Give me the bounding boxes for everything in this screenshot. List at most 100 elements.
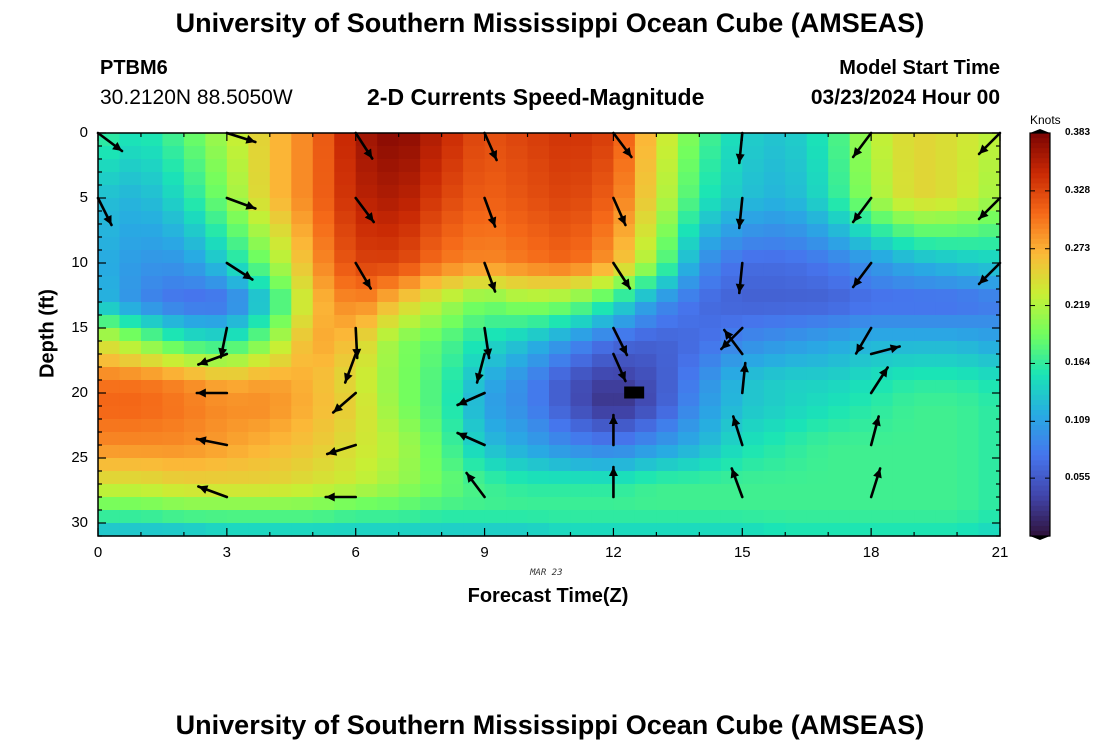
heatmap-cell [269,198,292,212]
heatmap-cell [591,328,615,342]
heatmap-cell [935,159,958,173]
heatmap-cell [248,315,271,329]
heatmap-cell [957,289,980,303]
heatmap-cell [935,328,958,342]
current-vector-arrow [851,261,873,289]
heatmap-cell [742,289,765,303]
arrow-head [721,339,731,349]
heatmap-cell [570,146,593,160]
heatmap-cell [463,445,486,459]
heatmap-cell [935,523,958,537]
heatmap-cell [506,432,529,446]
heatmap-cell [506,445,529,459]
heatmap-cell [634,263,657,277]
heatmap-cell [570,497,593,511]
heatmap-cell [570,263,593,277]
heatmap-cell [398,276,421,290]
colorbar-band [1030,349,1050,356]
heatmap-cell [291,432,314,446]
heatmap-cell [677,497,700,511]
heatmap-cell [269,523,292,537]
heatmap-cell [785,302,808,316]
heatmap-cell [441,289,464,303]
heatmap-cell [763,250,786,264]
heatmap-cell [441,419,464,433]
heatmap-cell [291,198,314,212]
heatmap-cell [398,354,421,368]
heatmap-cell [828,172,851,186]
heatmap-cell [183,445,206,459]
heatmap-cell [420,198,443,212]
heatmap-cell [914,302,937,316]
heatmap-cell [935,367,958,381]
heatmap-cell [785,458,808,472]
heatmap-cell [914,328,937,342]
heatmap-cell [677,250,700,264]
heatmap-cell [763,328,786,342]
heatmap-cell [677,484,700,498]
heatmap-cell [269,172,292,186]
heatmap-cell [506,406,529,420]
heatmap-cell [892,302,915,316]
current-vector-arrow [324,492,358,502]
heatmap-cell [828,471,851,485]
heatmap-cell [312,471,335,485]
heatmap-cell [248,380,271,394]
heatmap-cell [269,445,292,459]
colorbar [1029,129,1051,540]
current-vector-arrow [475,352,486,384]
heatmap-cell [613,172,636,186]
arrow-head [333,403,343,413]
heatmap-cell [183,276,206,290]
arrow-head [878,367,888,378]
heatmap-cell [398,419,421,433]
heatmap-cell [591,406,615,420]
heatmap-cell [355,445,378,459]
heatmap-cell [506,419,529,433]
heatmap-cell [978,497,1001,511]
heatmap-cell [355,198,378,212]
heatmap-cell [677,432,700,446]
arrow-head [325,492,335,502]
heatmap-cell [291,406,314,420]
heatmap-cell [677,276,700,290]
heatmap-cell [312,263,335,277]
heatmap-cell [828,484,851,498]
y-tick-label: 15 [71,319,88,336]
heatmap-cell [828,276,851,290]
heatmap-cell [312,289,335,303]
arrow-head [245,201,256,210]
heatmap-cell [978,237,1001,251]
heatmap-cell [549,445,572,459]
arrow-head [853,147,863,157]
heatmap-cell [506,250,529,264]
heatmap-cell [269,471,292,485]
heatmap-cell [914,445,937,459]
heatmap-cell [205,211,228,225]
heatmap-cell [763,471,786,485]
heatmap-cell [656,406,679,420]
heatmap-cell [914,224,937,238]
heatmap-cell [763,432,786,446]
current-vector-arrow [612,196,627,227]
arrow-head [735,218,745,228]
heatmap-cell [248,367,271,381]
heatmap-cell [527,432,550,446]
heatmap-cell [720,250,743,264]
heatmap-cell [248,250,271,264]
colorbar-band [1030,158,1050,164]
heatmap-cell [591,250,615,264]
heatmap-cell [377,445,400,459]
heatmap-cell [291,523,314,537]
heatmap-cell [849,432,872,446]
heatmap-cell [205,458,228,472]
heatmap-cell [162,484,185,498]
heatmap-cell [312,393,335,407]
heatmap-cell [162,302,185,316]
heatmap-cell [849,510,872,524]
heatmap-cell [763,484,786,498]
heatmap-cell [720,354,743,368]
heatmap-cell [914,510,937,524]
heatmap-cell [398,523,421,537]
heatmap-cell [828,159,851,173]
